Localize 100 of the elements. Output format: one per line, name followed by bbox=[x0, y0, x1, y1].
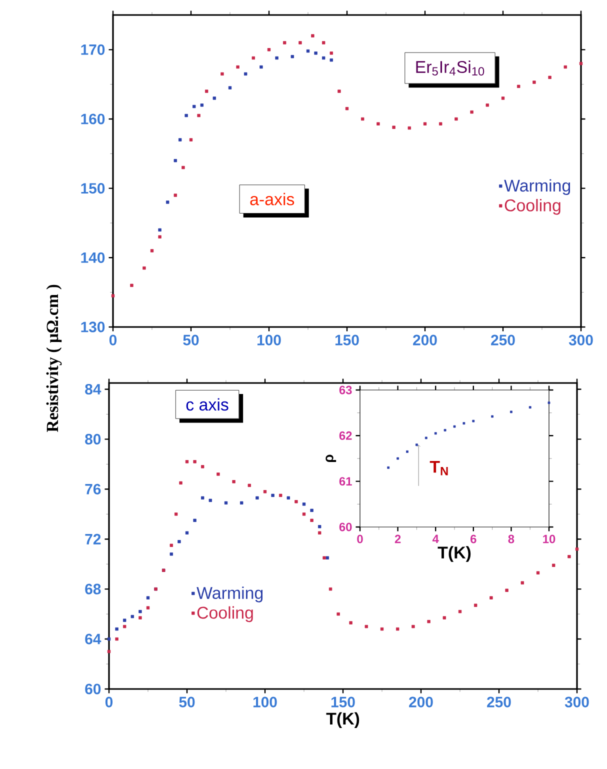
point bbox=[142, 266, 146, 270]
point bbox=[575, 548, 579, 551]
point bbox=[146, 596, 150, 600]
x-tick-label: 10 bbox=[543, 534, 556, 544]
x-axis-title: T(K) bbox=[326, 712, 360, 728]
point bbox=[349, 621, 352, 624]
point bbox=[174, 512, 178, 516]
point bbox=[170, 552, 173, 556]
y-tick-label: 61 bbox=[339, 477, 352, 486]
point bbox=[166, 200, 170, 204]
point bbox=[275, 56, 278, 60]
point bbox=[338, 90, 341, 93]
point bbox=[182, 166, 185, 170]
annotation: T$_{N}$ bbox=[430, 460, 448, 476]
y-tick-label: 140 bbox=[81, 252, 105, 263]
point bbox=[322, 556, 326, 560]
point bbox=[271, 494, 274, 497]
point bbox=[236, 65, 240, 69]
x-tick-label: 250 bbox=[491, 334, 515, 346]
point bbox=[184, 114, 188, 118]
x-tick-label: 0 bbox=[105, 696, 113, 708]
point bbox=[458, 610, 462, 614]
point bbox=[174, 159, 177, 162]
point bbox=[178, 540, 181, 544]
point bbox=[252, 56, 255, 60]
point bbox=[248, 484, 251, 487]
point bbox=[123, 624, 126, 628]
y-tick-label: 130 bbox=[81, 322, 105, 332]
point bbox=[298, 41, 302, 44]
point bbox=[138, 616, 142, 620]
x-tick-label: 100 bbox=[253, 696, 277, 708]
x-tick-label: 250 bbox=[487, 696, 511, 708]
legend-label: Cooling bbox=[197, 606, 253, 622]
point bbox=[220, 72, 224, 76]
point bbox=[517, 84, 520, 88]
y-tick-label: 160 bbox=[81, 114, 105, 124]
point bbox=[130, 284, 134, 287]
point bbox=[423, 122, 427, 126]
point bbox=[216, 472, 220, 476]
point bbox=[201, 465, 204, 468]
point bbox=[345, 107, 349, 110]
x-tick-label: 200 bbox=[409, 696, 433, 708]
point bbox=[150, 249, 154, 252]
point bbox=[470, 110, 474, 114]
point bbox=[392, 126, 396, 129]
x-tick-label: 0 bbox=[357, 534, 363, 544]
point bbox=[336, 612, 340, 616]
point bbox=[232, 480, 236, 484]
point bbox=[396, 627, 400, 631]
y-tick-label: 62 bbox=[339, 431, 352, 440]
y-tick-label: 68 bbox=[85, 584, 101, 594]
point bbox=[364, 624, 368, 628]
point bbox=[123, 618, 126, 622]
point bbox=[115, 627, 118, 631]
point bbox=[200, 104, 204, 107]
point bbox=[260, 65, 263, 69]
y-axis-title: ρ bbox=[326, 454, 336, 462]
x-tick-label: 100 bbox=[257, 334, 281, 346]
point bbox=[179, 481, 182, 485]
point bbox=[302, 502, 306, 506]
x-tick-label: 50 bbox=[183, 334, 199, 346]
point bbox=[564, 65, 567, 69]
point bbox=[318, 531, 322, 534]
x-tick-label: 6 bbox=[470, 534, 476, 544]
legend-label: Warming bbox=[504, 179, 570, 195]
point bbox=[224, 501, 228, 504]
x-tick-label: 300 bbox=[568, 334, 593, 346]
x-tick-label: 2 bbox=[394, 534, 401, 544]
legend-label: Cooling bbox=[504, 198, 560, 215]
point bbox=[174, 194, 177, 197]
point bbox=[310, 508, 314, 512]
point bbox=[244, 72, 248, 76]
point bbox=[193, 518, 196, 522]
point bbox=[408, 126, 411, 130]
legend-label: Warming bbox=[196, 586, 263, 602]
y-tick-label: 76 bbox=[85, 484, 101, 494]
point bbox=[318, 525, 322, 528]
x-tick-label: 50 bbox=[179, 696, 195, 708]
y-tick-label: 170 bbox=[81, 44, 105, 55]
x-axis-title: T(K) bbox=[438, 546, 471, 562]
x-tick-label: 8 bbox=[508, 534, 514, 544]
point bbox=[306, 49, 310, 53]
y-tick-label: 80 bbox=[85, 434, 101, 444]
point bbox=[427, 620, 430, 624]
point bbox=[568, 555, 571, 558]
point bbox=[115, 637, 118, 641]
point bbox=[294, 500, 298, 504]
point bbox=[263, 490, 267, 494]
point bbox=[130, 614, 134, 618]
point bbox=[158, 235, 162, 238]
point bbox=[310, 518, 314, 522]
point bbox=[552, 564, 556, 567]
x-tick-label: 0 bbox=[109, 334, 117, 346]
point bbox=[107, 650, 111, 654]
point bbox=[185, 531, 189, 534]
point bbox=[138, 610, 142, 614]
x-tick-label: 300 bbox=[564, 696, 589, 708]
point bbox=[361, 117, 364, 121]
point bbox=[380, 627, 384, 631]
y-tick-label: 150 bbox=[81, 183, 105, 194]
